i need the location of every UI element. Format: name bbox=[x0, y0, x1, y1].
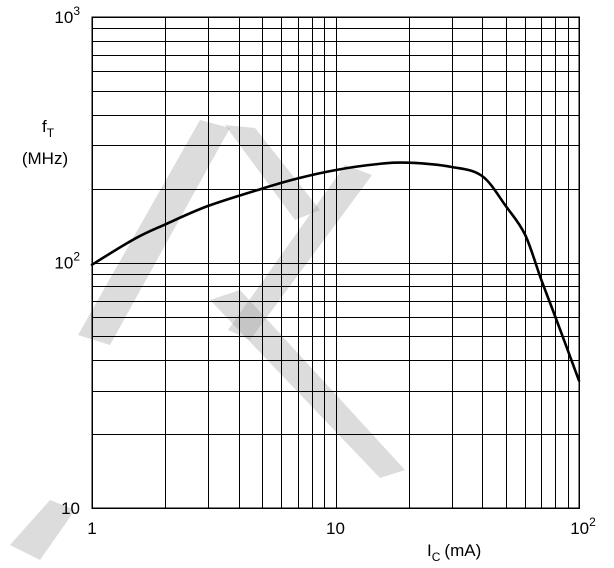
y-axis-unit: (MHz) bbox=[22, 149, 68, 168]
x-axis-label: IC (mA) bbox=[427, 541, 481, 564]
y-axis-label: fT bbox=[42, 117, 55, 140]
ft-vs-ic-curve bbox=[90, 161, 581, 382]
y-tick-label-1000: 103 bbox=[54, 4, 80, 27]
grid bbox=[92, 17, 579, 509]
x-tick-label-100: 102 bbox=[570, 515, 596, 538]
y-tick-label-10: 10 bbox=[61, 499, 80, 518]
x-tick-label-10: 10 bbox=[326, 519, 345, 538]
watermark-logo bbox=[10, 120, 405, 560]
plot-frame bbox=[91, 16, 580, 509]
y-tick-label-100: 102 bbox=[54, 250, 80, 273]
x-tick-label-1: 1 bbox=[87, 519, 96, 538]
